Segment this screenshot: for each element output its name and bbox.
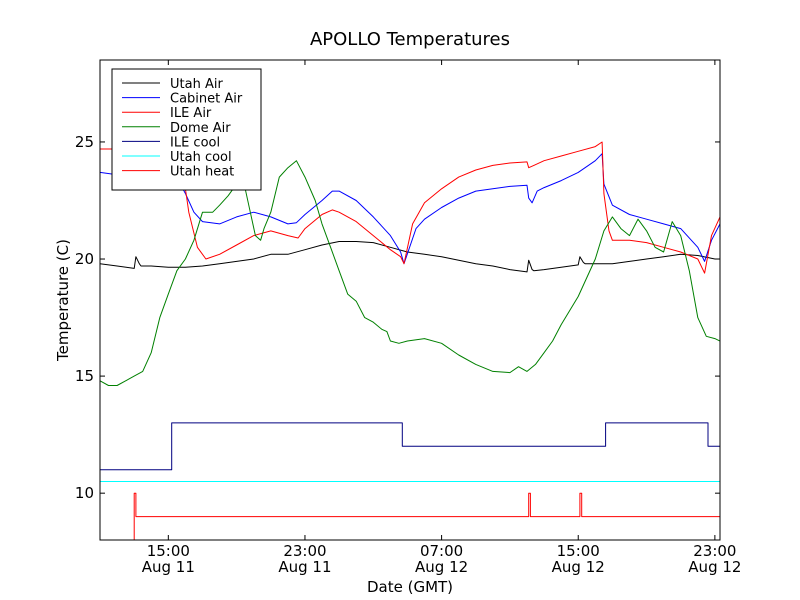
x-tick-label-date: Aug 12 (552, 558, 605, 576)
legend-label-dome-air: Dome Air (170, 121, 231, 136)
y-tick-label: 20 (75, 250, 94, 268)
y-tick-label: 10 (75, 484, 94, 502)
legend-label-utah-cool: Utah cool (170, 150, 232, 165)
series-line-cabinet-air (100, 153, 720, 265)
x-tick-label-time: 15:00 (557, 542, 600, 560)
series-layer (100, 141, 720, 540)
legend-box (111, 68, 262, 191)
legend-label-utah-heat: Utah heat (170, 165, 234, 180)
series-line-utah-heat (133, 492, 720, 540)
legend-label-ile-air: ILE Air (170, 106, 212, 121)
plot-frame (99, 59, 721, 541)
x-tick-label-date: Aug 11 (142, 558, 195, 576)
y-tick-label: 15 (75, 367, 94, 385)
legend-label-utah-air: Utah Air (170, 77, 223, 92)
legend-label-cabinet-air: Cabinet Air (170, 92, 243, 107)
x-tick-label-time: 23:00 (283, 542, 326, 560)
series-line-dome-air (100, 160, 720, 386)
x-tick-label-date: Aug 12 (415, 558, 468, 576)
series-line-ile-cool (100, 422, 720, 471)
x-tick-label-time: 23:00 (693, 542, 736, 560)
series-line-ile-air (100, 141, 720, 274)
x-tick-label-time: 07:00 (420, 542, 463, 560)
y-axis-label: Temperature (C) (54, 239, 72, 362)
x-tick-label-date: Aug 11 (278, 558, 331, 576)
legend-label-ile-cool: ILE cool (170, 135, 220, 150)
x-tick-label-date: Aug 12 (688, 558, 741, 576)
x-axis-label: Date (GMT) (367, 578, 453, 596)
x-tick-label-time: 15:00 (147, 542, 190, 560)
y-tick-label: 25 (75, 133, 94, 151)
chart-title: APOLLO Temperatures (310, 29, 510, 50)
